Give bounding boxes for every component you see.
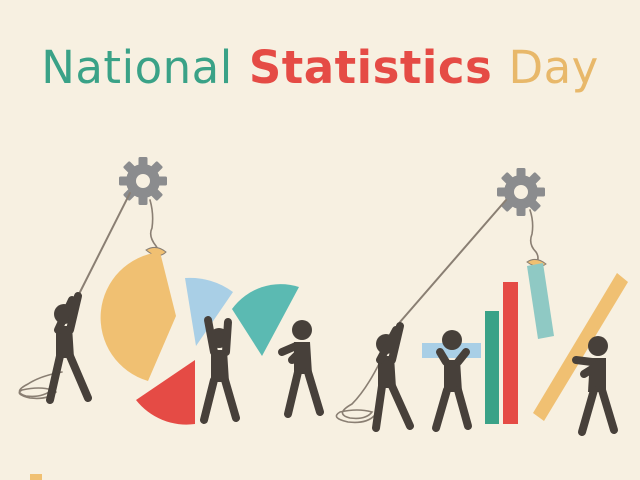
- hanging-rope-right: [529, 209, 539, 265]
- pie-piece-light-blue: [185, 277, 233, 346]
- page-title: National Statistics Day: [0, 38, 640, 98]
- pie-piece-orange: [100, 252, 176, 381]
- title-word-statistics: Statistics: [248, 41, 493, 94]
- person-carrying-teal: [278, 320, 324, 418]
- title-word-national: National: [41, 41, 233, 94]
- person-pulling-left: [46, 292, 92, 404]
- rope-coil-right: [335, 361, 381, 424]
- corner-mark: [30, 474, 42, 480]
- pie-piece-red: [136, 360, 195, 425]
- rope-left: [75, 192, 131, 301]
- person-pulling-right: [372, 322, 414, 432]
- bar-red: [503, 282, 518, 424]
- bar-orange-tilted: [533, 273, 628, 421]
- pie-piece-teal: [232, 284, 299, 356]
- gear-icon-right: [497, 168, 545, 216]
- person-pushing-bar: [572, 336, 618, 436]
- rope-right: [399, 199, 507, 323]
- bar-green: [485, 311, 499, 424]
- person-carrying-blue: [200, 316, 240, 424]
- gear-icon-left: [119, 157, 167, 205]
- person-carrying-bar: [432, 330, 472, 432]
- title-word-day: Day: [508, 41, 599, 94]
- bar-teal-hanging: [527, 263, 554, 339]
